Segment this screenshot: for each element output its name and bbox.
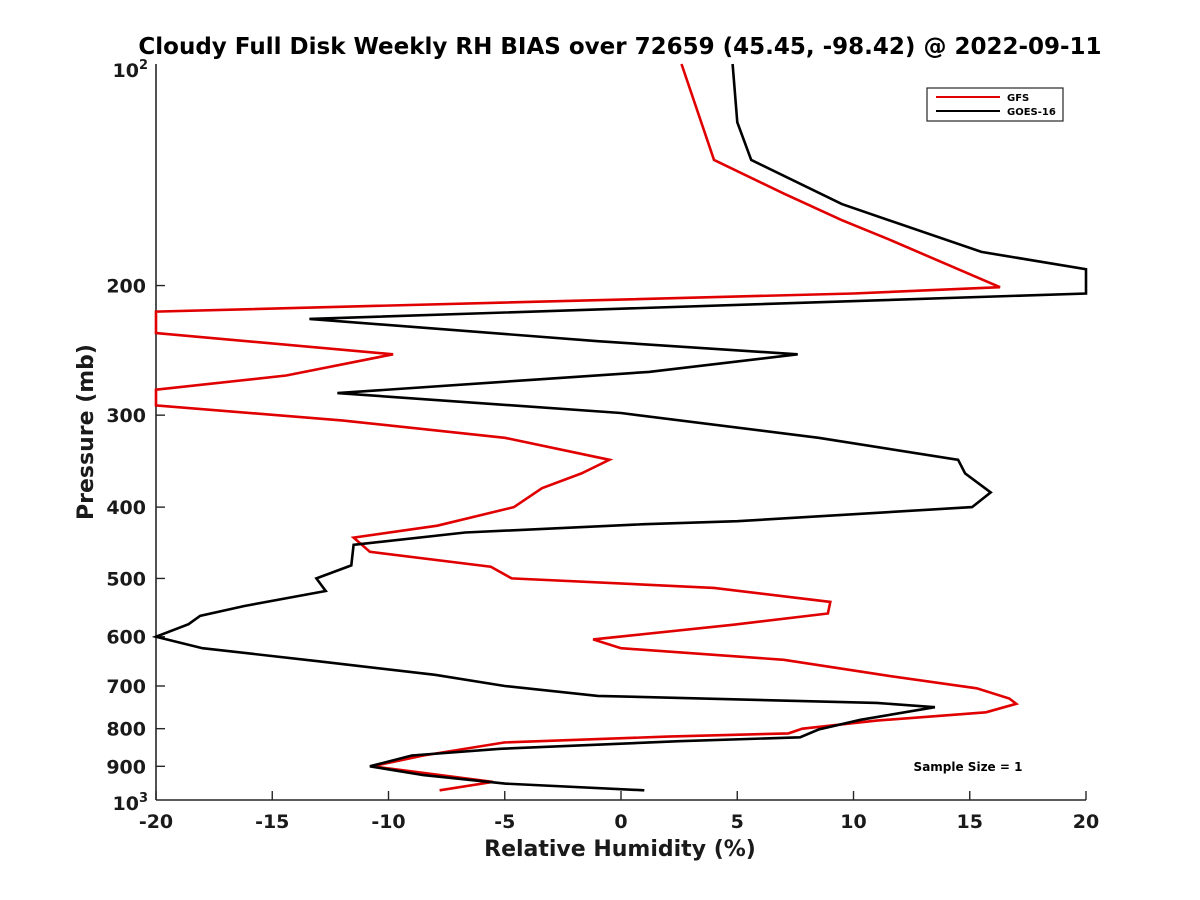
legend: GFS GOES-16 — [926, 87, 1064, 122]
x-tick-label: 15 — [957, 811, 983, 833]
svg-text:103: 103 — [113, 791, 149, 815]
series-line-gfs — [154, 63, 1020, 792]
y-tick-top-exponent: 2 — [139, 58, 148, 73]
series-line-goes16 — [151, 63, 1088, 792]
x-axis-label: Relative Humidity (%) — [484, 837, 756, 862]
x-tick-label: 20 — [1073, 811, 1099, 833]
y-axis-ticks: 200 300 400 500 600 700 800 900 — [106, 276, 165, 778]
y-tick-label: 700 — [106, 676, 146, 698]
y-axis-label: Pressure (mb) — [74, 344, 99, 520]
y-tick-bottom-exponent: 3 — [139, 791, 148, 806]
legend-box — [926, 87, 1064, 122]
x-tick-label: 5 — [731, 811, 744, 833]
svg-text:102: 102 — [113, 58, 149, 82]
x-axis-ticks: -20 -15 -10 -5 0 5 10 15 20 — [139, 791, 1099, 833]
y-tick-top-base: 10 — [113, 60, 139, 82]
x-tick-label: -10 — [371, 811, 405, 833]
y-tick-bottom-base: 10 — [113, 793, 139, 815]
series-lines — [151, 63, 1088, 792]
y-tick-label: 200 — [106, 276, 146, 298]
x-tick-label: 10 — [840, 811, 866, 833]
x-tick-label: -5 — [494, 811, 515, 833]
chart-title: Cloudy Full Disk Weekly RH BIAS over 726… — [138, 34, 1101, 60]
y-tick-label-top: 102 — [113, 58, 149, 82]
y-tick-label: 900 — [106, 756, 146, 778]
legend-label-gfs: GFS — [1007, 93, 1029, 104]
y-tick-label: 800 — [106, 719, 146, 741]
y-tick-label-bottom: 103 — [113, 791, 149, 815]
y-tick-label: 500 — [106, 568, 146, 590]
legend-label-goes16: GOES-16 — [1007, 107, 1056, 118]
x-tick-label: -20 — [139, 811, 173, 833]
x-tick-label: -15 — [255, 811, 289, 833]
sample-size-annotation: Sample Size = 1 — [914, 760, 1023, 774]
y-tick-label: 300 — [106, 405, 146, 427]
y-tick-label: 600 — [106, 627, 146, 649]
y-tick-label: 400 — [106, 497, 146, 519]
x-tick-label: 0 — [614, 811, 627, 833]
